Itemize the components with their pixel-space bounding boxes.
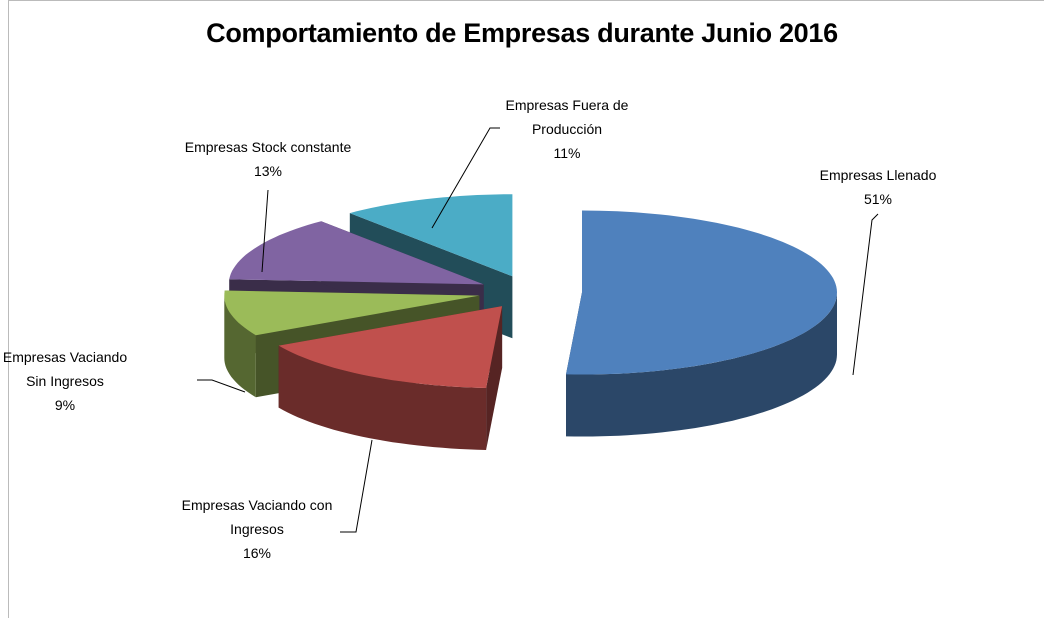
data-label: Empresas Vaciando Sin Ingresos 9% — [0, 345, 130, 417]
data-label: Empresas Llenado 51% — [798, 163, 958, 211]
leader-line — [261, 189, 269, 273]
percent-label: 13% — [253, 163, 283, 179]
slice-top — [278, 306, 503, 388]
category-label: Empresas Vaciando Sin Ingresos — [2, 349, 128, 389]
slice-top — [349, 194, 513, 277]
data-label: Empresas Fuera de Producción 11% — [492, 93, 642, 165]
data-label: Empresas Vaciando con Ingresos 16% — [162, 493, 352, 565]
slice-outer-wall — [278, 345, 487, 450]
slice-outer-wall — [224, 295, 256, 398]
slice-top — [229, 221, 484, 285]
slice-top — [224, 290, 480, 336]
percent-label: 9% — [54, 397, 76, 413]
percent-label: 11% — [553, 145, 581, 161]
category-label: Empresas Llenado — [819, 167, 937, 183]
leader-line — [431, 127, 500, 229]
category-label: Empresas Vaciando con Ingresos — [181, 497, 333, 537]
leader-line — [197, 379, 246, 393]
chart-border — [8, 0, 1044, 618]
slice-top — [566, 210, 837, 375]
pie-slice — [566, 210, 837, 437]
category-label: Empresas Stock constante — [184, 139, 352, 155]
leader-line — [340, 439, 373, 533]
pie-slice — [278, 306, 503, 450]
percent-label: 16% — [242, 545, 272, 561]
category-label: Empresas Fuera de Producción — [505, 97, 629, 137]
data-label: Empresas Stock constante 13% — [158, 135, 378, 183]
chart-title: Comportamiento de Empresas durante Junio… — [206, 18, 838, 48]
percent-label: 51% — [863, 191, 893, 207]
slice-outer-wall — [566, 292, 837, 437]
leader-line — [852, 213, 879, 376]
